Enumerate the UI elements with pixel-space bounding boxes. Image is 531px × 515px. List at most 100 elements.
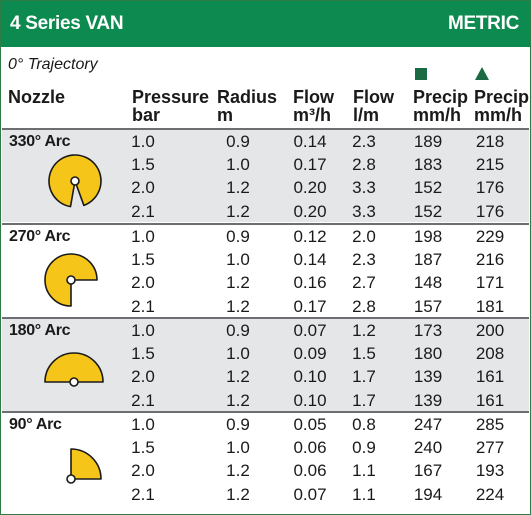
- table-title: 4 Series VAN: [10, 13, 124, 34]
- table-cell-precip-sq: 247: [413, 415, 443, 434]
- table-cell-flow-lm: 0.8: [352, 415, 376, 434]
- table-cell-precip-tri: 224: [475, 484, 505, 504]
- arc-label: 330° Arc: [9, 133, 71, 150]
- table-cell-flow-m3h: 0.10: [293, 367, 327, 387]
- table-cell-precip-tri: 277: [475, 438, 505, 458]
- table-cell-flow-m3h: 0.17: [293, 296, 327, 316]
- table-cell-precip-sq: 157: [413, 296, 443, 316]
- column-header-nozzle: Nozzle: [8, 87, 66, 107]
- table-cell-radius: 1.2: [226, 390, 250, 410]
- table-cell-pressure: 1.0: [131, 227, 155, 246]
- table-cell-radius: 1.2: [226, 178, 250, 198]
- table-cell-flow-m3h: 0.07: [293, 484, 327, 504]
- table-cell-precip-sq: 173: [413, 321, 443, 340]
- table-cell-precip-sq: 139: [413, 367, 443, 387]
- table-cell-precip-tri: 229: [475, 227, 505, 246]
- table-cell-precip-sq: 148: [413, 273, 443, 293]
- table-cell-flow-m3h: 0.16: [293, 273, 327, 293]
- table-cell-precip-tri: 193: [475, 461, 505, 481]
- table-cell-flow-m3h: 0.05: [293, 415, 327, 434]
- table-cell-precip-tri: 176: [475, 178, 505, 198]
- table-cell-radius: 1.2: [226, 484, 250, 504]
- section-divider: [2, 411, 529, 413]
- table-cell-pressure: 2.1: [131, 390, 155, 410]
- table-cell-precip-tri: 218: [475, 132, 505, 151]
- table-cell-pressure: 2.0: [131, 178, 155, 198]
- table-cell-precip-tri: 161: [475, 390, 505, 410]
- table-cell-precip-tri: 285: [475, 415, 505, 434]
- table-cell-flow-lm: 2.0: [352, 227, 376, 246]
- table-cell-radius: 1.0: [226, 344, 250, 364]
- table-cell-precip-sq: 139: [413, 390, 443, 410]
- table-cell-radius: 0.9: [226, 227, 250, 246]
- table-cell-precip-sq: 198: [413, 227, 443, 246]
- table-cell-radius: 1.2: [226, 296, 250, 316]
- 90-arc-icon: [55, 427, 121, 492]
- table-cell-flow-lm: 1.5: [352, 344, 376, 364]
- table-cell-precip-tri: 216: [475, 250, 505, 270]
- table-cell-radius: 0.9: [226, 415, 250, 434]
- table-cell-radius: 1.2: [226, 201, 250, 221]
- nozzle-center-dot: [66, 275, 76, 285]
- table-cell-radius: 0.9: [226, 321, 250, 340]
- table-cell-flow-lm: 2.8: [352, 296, 376, 316]
- table-cell-flow-lm: 1.1: [352, 461, 376, 481]
- table-cell-pressure: 1.5: [131, 438, 155, 458]
- table-cell-pressure: 2.1: [131, 484, 155, 504]
- table-cell-pressure: 1.5: [131, 155, 155, 175]
- table-cell-precip-sq: 194: [413, 484, 443, 504]
- 180-arc-icon: [41, 338, 107, 403]
- table-cell-flow-lm: 1.7: [352, 390, 376, 410]
- table-cell-precip-tri: 200: [475, 321, 505, 340]
- section-divider: [2, 128, 529, 130]
- table-cell-precip-sq: 167: [413, 461, 443, 481]
- 330-arc-icon: [43, 151, 109, 216]
- table-cell-flow-lm: 3.3: [352, 178, 376, 198]
- triangle-spacing-icon: [475, 67, 489, 80]
- table-cell-flow-lm: 2.7: [352, 273, 376, 293]
- table-cell-pressure: 2.1: [131, 296, 155, 316]
- nozzle-center-dot: [69, 377, 79, 387]
- table-cell-flow-lm: 3.3: [352, 201, 376, 221]
- square-spacing-icon: [415, 68, 427, 80]
- table-cell-radius: 1.0: [226, 438, 250, 458]
- table-cell-precip-sq: 187: [413, 250, 443, 270]
- table-cell-pressure: 1.0: [131, 321, 155, 340]
- table-cell-flow-lm: 1.1: [352, 484, 376, 504]
- table-cell-pressure: 2.0: [131, 461, 155, 481]
- table-cell-flow-lm: 1.2: [352, 321, 376, 340]
- arc-label: 180° Arc: [9, 322, 71, 339]
- table-cell-precip-sq: 189: [413, 132, 443, 151]
- arc-pattern-shape: [44, 253, 98, 307]
- units-label: METRIC: [447, 13, 519, 34]
- table-cell-pressure: 1.0: [131, 132, 155, 151]
- trajectory-label: 0° Trajectory: [8, 56, 98, 73]
- table-cell-flow-lm: 0.9: [352, 438, 376, 458]
- table-cell-flow-m3h: 0.10: [293, 390, 327, 410]
- table-cell-flow-lm: 2.3: [352, 132, 376, 151]
- table-cell-flow-lm: 1.7: [352, 367, 376, 387]
- table-cell-radius: 0.9: [226, 132, 250, 151]
- table-cell-precip-tri: 176: [475, 201, 505, 221]
- section-divider: [2, 317, 529, 319]
- table-cell-pressure: 1.5: [131, 250, 155, 270]
- table-cell-pressure: 1.5: [131, 344, 155, 364]
- table-cell-flow-m3h: 0.17: [293, 155, 327, 175]
- table-cell-precip-sq: 240: [413, 438, 443, 458]
- table-cell-flow-m3h: 0.20: [293, 178, 327, 198]
- nozzle-center-dot: [66, 474, 76, 484]
- section-divider: [2, 223, 529, 225]
- table-cell-radius: 1.0: [226, 155, 250, 175]
- table-cell-precip-tri: 181: [475, 296, 505, 316]
- column-header-pressure: Pressure bar: [132, 87, 210, 125]
- table-cell-precip-sq: 152: [413, 178, 443, 198]
- column-header-radius: Radius m: [217, 87, 278, 125]
- table-cell-flow-m3h: 0.09: [293, 344, 327, 364]
- table-cell-pressure: 2.0: [131, 367, 155, 387]
- table-cell-radius: 1.0: [226, 250, 250, 270]
- column-header-flow-m3h: Flow m³/h: [293, 87, 334, 125]
- table-cell-precip-sq: 152: [413, 201, 443, 221]
- table-cell-flow-m3h: 0.14: [293, 250, 327, 270]
- table-cell-flow-lm: 2.3: [352, 250, 376, 270]
